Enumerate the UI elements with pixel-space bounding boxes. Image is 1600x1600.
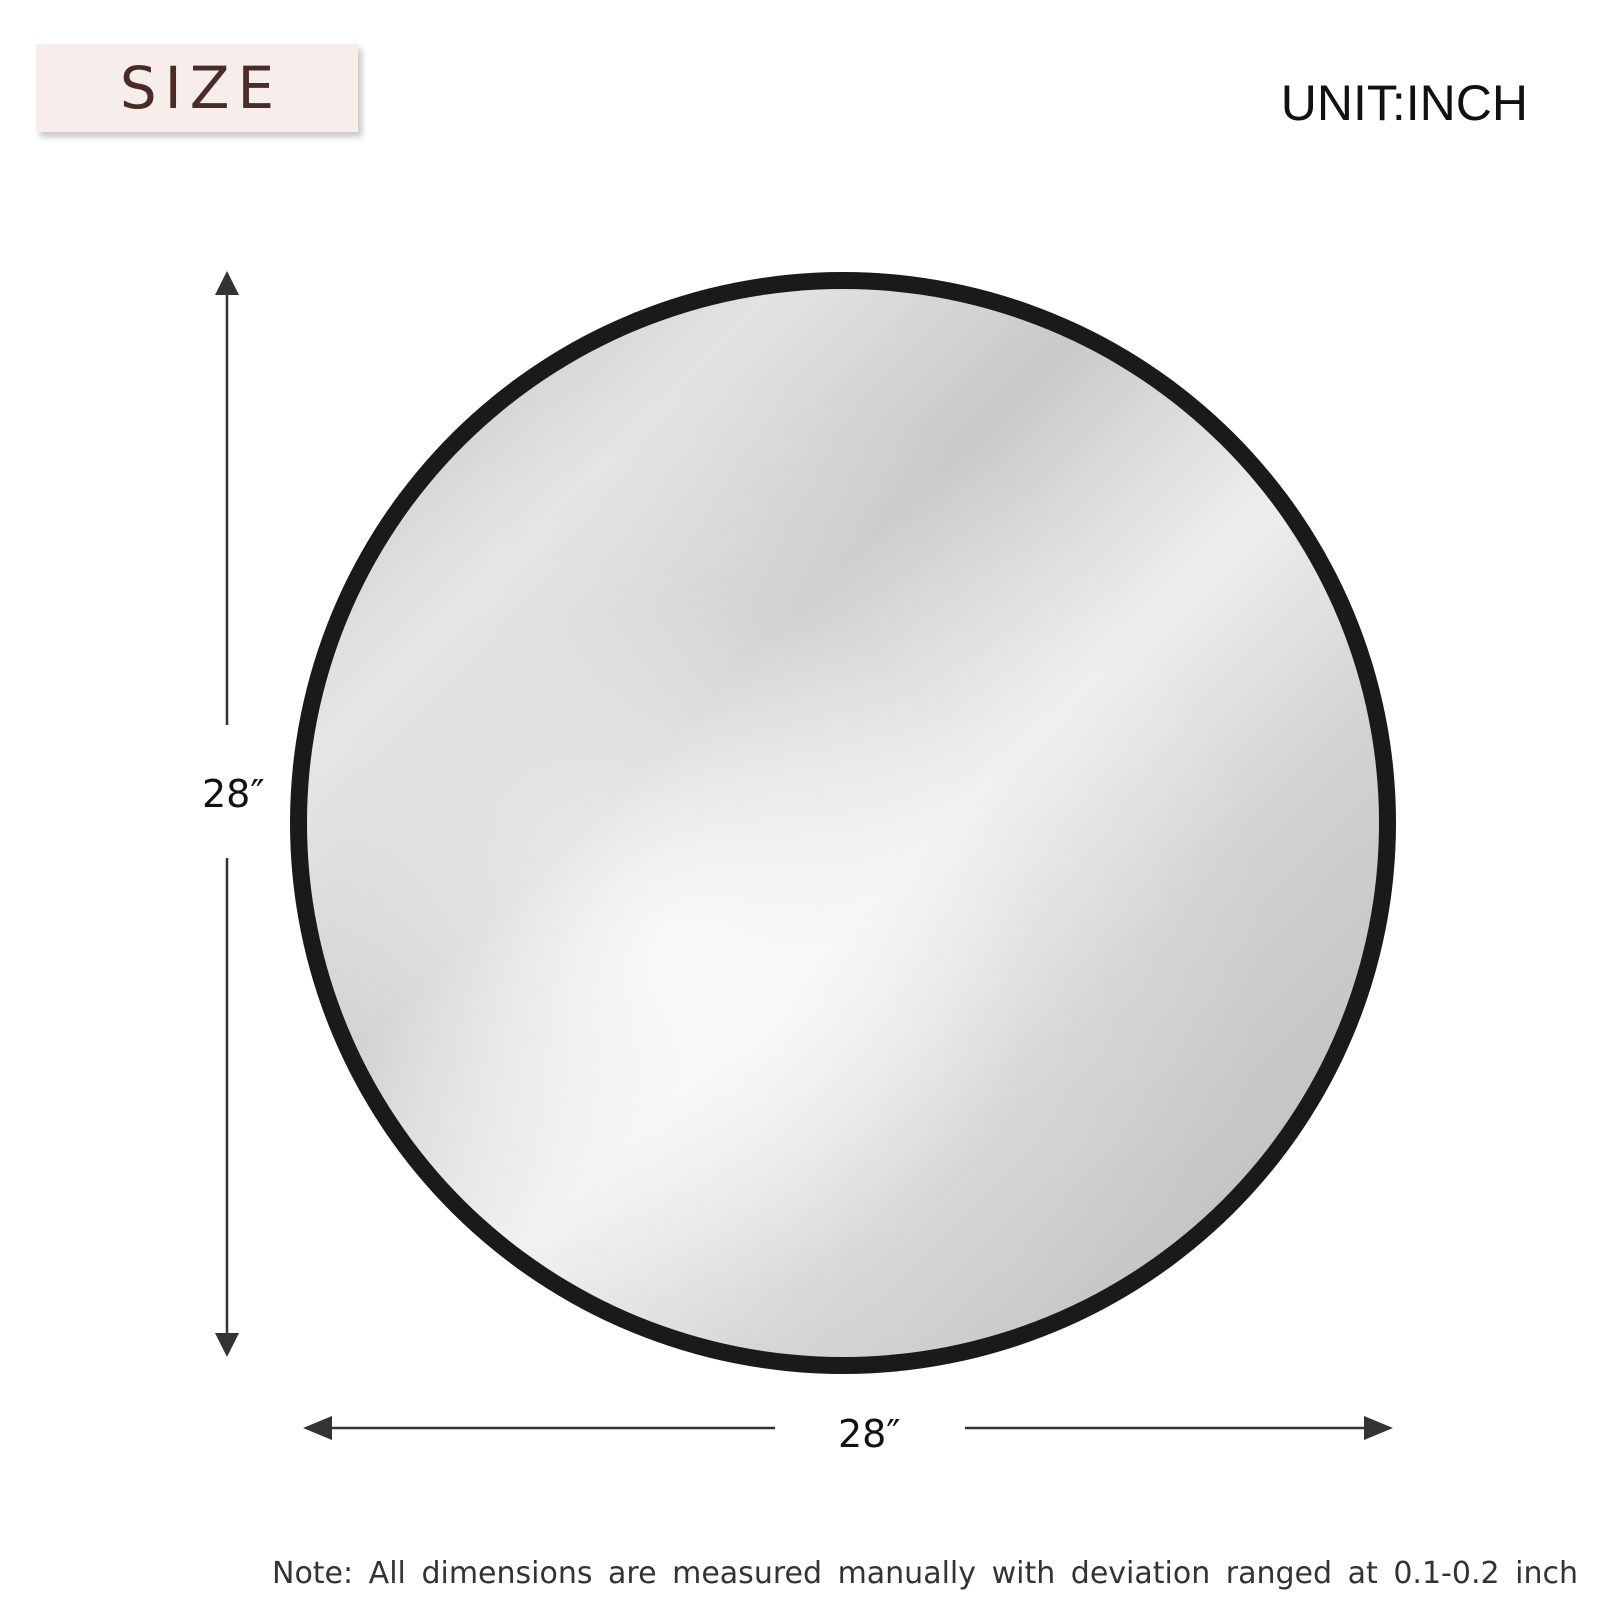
unit-label: UNIT:INCH: [1280, 75, 1528, 131]
width-dimension-label: 28″: [838, 1412, 901, 1456]
width-dimension-arrow: [303, 1416, 1393, 1440]
size-badge-label: SIZE: [119, 54, 283, 122]
height-dimension-label: 28″: [202, 772, 265, 816]
mirror-reflection: [307, 289, 1379, 1357]
measurement-note: Note: All dimensions are measured manual…: [272, 1556, 1578, 1591]
height-dimension-arrow: [215, 271, 239, 1357]
size-badge: SIZE: [36, 44, 358, 132]
